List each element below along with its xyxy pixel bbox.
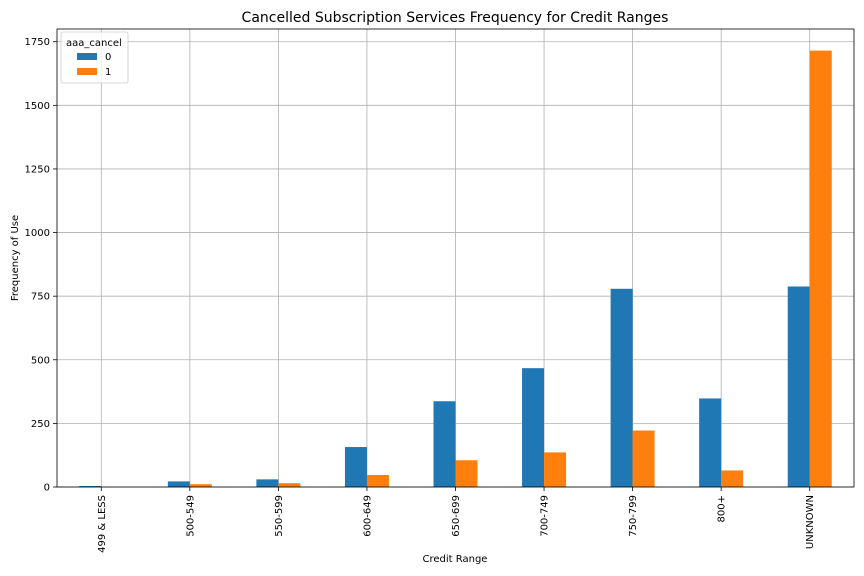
y-tick-label: 250 bbox=[31, 419, 50, 430]
x-tick-label: 700-749 bbox=[540, 495, 551, 537]
x-tick-label: 800+ bbox=[717, 495, 728, 522]
chart-title: Cancelled Subscription Services Frequenc… bbox=[242, 10, 669, 26]
legend-title: aaa_cancel bbox=[66, 38, 122, 49]
x-tick-label: 550-599 bbox=[274, 495, 285, 537]
bar-series-0 bbox=[699, 398, 722, 487]
bar-series-0 bbox=[522, 368, 545, 487]
y-axis-ticks: 0 250 500 750 1000 1250 1500 1750 bbox=[25, 37, 57, 494]
x-axis-label: Credit Range bbox=[423, 554, 488, 565]
x-tick-label: 750-799 bbox=[628, 495, 639, 537]
bar-series-0 bbox=[433, 401, 456, 487]
bar-series-1 bbox=[721, 470, 744, 487]
x-tick-label: 650-699 bbox=[451, 495, 462, 537]
bar-series-1 bbox=[278, 483, 301, 487]
legend-swatch-series-1 bbox=[77, 68, 97, 75]
legend-label-series-0: 0 bbox=[105, 52, 111, 63]
x-tick-label: 500-549 bbox=[185, 495, 196, 537]
bar-series-1 bbox=[189, 484, 212, 487]
bar-series-1 bbox=[632, 430, 655, 487]
bar-series-0 bbox=[344, 447, 367, 487]
y-tick-label: 750 bbox=[31, 292, 50, 303]
y-tick-label: 500 bbox=[31, 355, 50, 366]
y-tick-label: 0 bbox=[44, 483, 50, 494]
bar-series-0 bbox=[167, 481, 190, 487]
y-tick-label: 1500 bbox=[25, 101, 50, 112]
y-tick-label: 1750 bbox=[25, 37, 50, 48]
y-tick-label: 1250 bbox=[25, 164, 50, 175]
bar-series-0 bbox=[787, 286, 810, 487]
bar-series-0 bbox=[610, 288, 633, 487]
y-tick-label: 1000 bbox=[25, 228, 50, 239]
bars bbox=[79, 50, 832, 487]
x-tick-label: 499 & LESS bbox=[97, 495, 108, 553]
x-tick-label: UNKNOWN bbox=[805, 495, 816, 549]
legend-label-series-1: 1 bbox=[105, 67, 111, 78]
legend: aaa_cancel 0 1 bbox=[60, 31, 129, 84]
bar-series-1 bbox=[809, 50, 832, 487]
x-axis-ticks: 499 & LESS 500-549 550-599 600-649 650-699 70… bbox=[97, 487, 816, 553]
bar-series-1 bbox=[455, 460, 478, 487]
bar-series-1 bbox=[366, 475, 389, 487]
bar-series-0 bbox=[79, 485, 102, 487]
y-axis-label: Frequency of Use bbox=[10, 215, 21, 301]
bar-series-0 bbox=[256, 479, 279, 487]
bar-series-1 bbox=[544, 452, 567, 487]
legend-swatch-series-0 bbox=[77, 53, 97, 60]
x-tick-label: 600-649 bbox=[362, 495, 373, 537]
